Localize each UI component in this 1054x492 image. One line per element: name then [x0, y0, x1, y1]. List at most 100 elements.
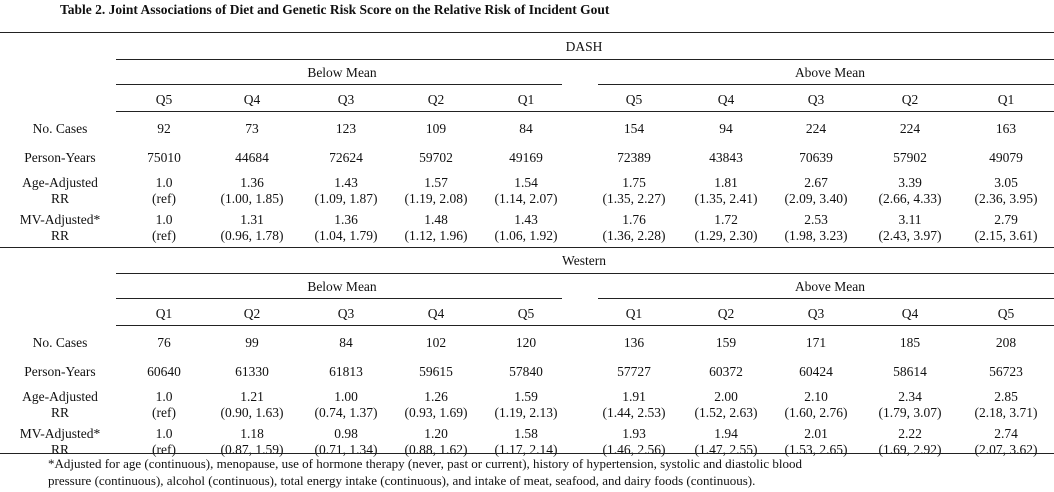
quintile-header: Q4 [243, 92, 261, 107]
row-label: Age-Adjusted [22, 175, 98, 190]
ci-cell: (1.79, 3.07) [878, 405, 942, 420]
table-cell: 1.43 [334, 175, 358, 190]
table-cell: 1.18 [240, 426, 264, 441]
ci-cell: (1.35, 2.41) [694, 191, 758, 206]
ci-cell: (2.09, 3.40) [784, 191, 848, 206]
table-cell: 56723 [989, 364, 1023, 379]
table-cell: 0.98 [334, 426, 358, 441]
table-cell: 123 [335, 121, 357, 136]
group-header-below: Below Mean [307, 65, 377, 80]
ci-cell: (1.06, 1.92) [494, 228, 558, 243]
bottom-rule [0, 453, 1054, 454]
table-cell: 60372 [709, 364, 743, 379]
ci-cell: (0.90, 1.63) [220, 405, 284, 420]
table-cell: 3.39 [898, 175, 922, 190]
table-cell: 92 [157, 121, 171, 136]
quintile-header: Q5 [625, 92, 643, 107]
row-label: No. Cases [32, 121, 88, 136]
row-label: RR [50, 228, 69, 243]
row-label: Person-Years [24, 150, 96, 165]
table-cell: 1.94 [714, 426, 738, 441]
table-cell: 2.85 [994, 389, 1018, 404]
table-cell: 57727 [617, 364, 651, 379]
table-cell: 84 [339, 335, 353, 350]
table-cell: 120 [515, 335, 537, 350]
table-cell: 84 [519, 121, 533, 136]
table-cell: 1.21 [240, 389, 264, 404]
table-cell: 2.22 [898, 426, 922, 441]
table-cell: 57902 [893, 150, 927, 165]
table-cell: 72624 [329, 150, 363, 165]
ci-cell: (1.19, 2.13) [494, 405, 558, 420]
panel-title: Western [562, 253, 606, 268]
ci-cell: (1.14, 2.07) [494, 191, 558, 206]
group-rule [116, 298, 562, 299]
ci-cell: (1.98, 3.23) [784, 228, 848, 243]
table-cell: 224 [899, 121, 921, 136]
quintile-header: Q1 [625, 306, 643, 321]
table-cell: 2.74 [994, 426, 1018, 441]
group-rule [598, 84, 1054, 85]
quintile-header: Q3 [337, 306, 355, 321]
quintile-header: Q4 [901, 306, 919, 321]
ci-cell: (1.29, 2.30) [694, 228, 758, 243]
table-cell: 72389 [617, 150, 651, 165]
table-cell: 136 [623, 335, 645, 350]
table-cell: 94 [719, 121, 733, 136]
table-cell: 76 [157, 335, 171, 350]
ci-cell: (2.18, 3.71) [974, 405, 1038, 420]
table-cell: 1.31 [240, 212, 264, 227]
table-cell: 1.76 [622, 212, 646, 227]
table-cell: 185 [899, 335, 921, 350]
row-label: RR [50, 405, 69, 420]
table-cell: 1.0 [155, 175, 173, 190]
table-cell: 1.91 [622, 389, 646, 404]
table-cell: 1.36 [334, 212, 358, 227]
table-cell: 2.53 [804, 212, 828, 227]
ci-cell: (ref) [152, 191, 176, 206]
table-cell: 1.20 [424, 426, 448, 441]
table-cell: 1.0 [155, 389, 173, 404]
row-label: MV-Adjusted* [19, 212, 101, 227]
table-cell: 1.58 [514, 426, 538, 441]
quintile-header: Q5 [155, 92, 173, 107]
table-cell: 1.59 [514, 389, 538, 404]
quintile-rule [116, 111, 1054, 112]
ci-cell: (0.74, 1.37) [314, 405, 378, 420]
group-rule [598, 298, 1054, 299]
ci-cell: (1.09, 1.87) [314, 191, 378, 206]
table-cell: 1.0 [155, 212, 173, 227]
quintile-header: Q4 [717, 92, 735, 107]
panel-separator-rule [0, 247, 1054, 248]
ci-cell: (2.43, 3.97) [878, 228, 942, 243]
ci-cell: (1.36, 2.28) [602, 228, 666, 243]
quintile-header: Q3 [337, 92, 355, 107]
footnote: *Adjusted for age (continuous), menopaus… [48, 455, 1038, 489]
table-cell: 1.26 [424, 389, 448, 404]
row-label: Person-Years [24, 364, 96, 379]
table-cell: 61330 [235, 364, 269, 379]
table-cell: 208 [995, 335, 1017, 350]
group-header-above: Above Mean [794, 65, 866, 80]
table-cell: 2.79 [994, 212, 1018, 227]
table-cell: 59702 [419, 150, 453, 165]
ci-cell: (2.66, 4.33) [878, 191, 942, 206]
ci-cell: (ref) [152, 405, 176, 420]
ci-cell: (1.60, 2.76) [784, 405, 848, 420]
table-cell: 57840 [509, 364, 543, 379]
quintile-header: Q3 [807, 306, 825, 321]
footnote-line-2: pressure (continuous), alcohol (continuo… [48, 473, 756, 488]
ci-cell: (1.00, 1.85) [220, 191, 284, 206]
ci-cell: (1.52, 2.63) [694, 405, 758, 420]
table-cell: 171 [805, 335, 827, 350]
table-cell: 163 [995, 121, 1017, 136]
quintile-header: Q2 [243, 306, 261, 321]
table-cell: 224 [805, 121, 827, 136]
panel-rule [116, 59, 1054, 60]
table-cell: 2.01 [804, 426, 828, 441]
panel-title: DASH [565, 39, 603, 54]
table-cell: 58614 [893, 364, 927, 379]
group-rule [116, 84, 562, 85]
footnote-line-1: *Adjusted for age (continuous), menopaus… [48, 456, 803, 471]
table-cell: 1.54 [514, 175, 538, 190]
